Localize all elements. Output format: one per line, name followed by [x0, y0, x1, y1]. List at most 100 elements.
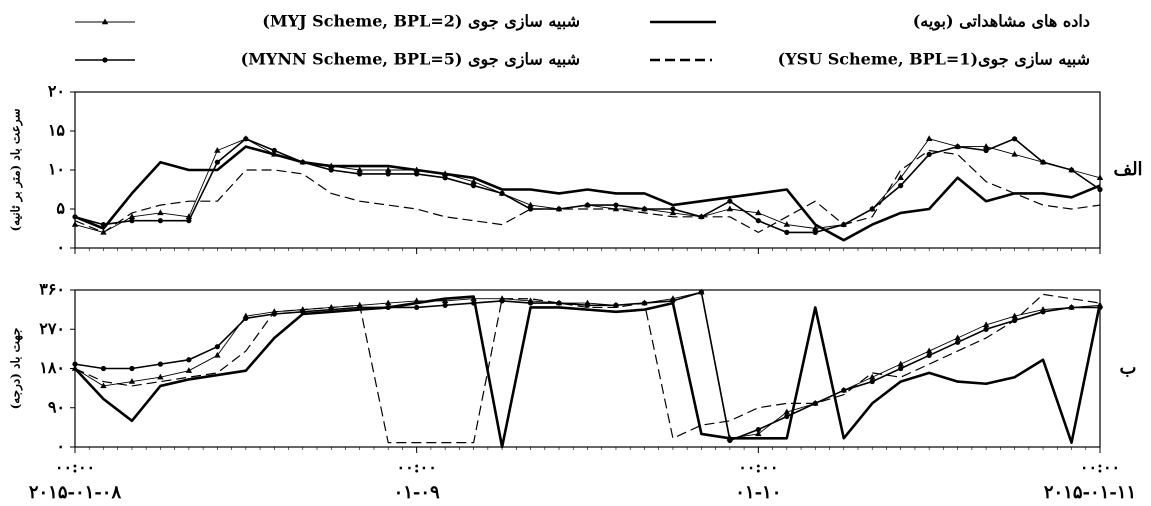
marker	[71, 221, 79, 227]
marker	[72, 214, 78, 220]
marker	[698, 214, 704, 220]
marker	[271, 147, 277, 154]
marker	[670, 206, 676, 212]
marker	[1011, 312, 1018, 319]
marker	[243, 315, 249, 321]
marker	[613, 202, 619, 208]
marker	[214, 159, 220, 165]
marker	[471, 300, 477, 306]
marker	[982, 143, 990, 149]
y-tick-label: ۰	[56, 437, 65, 456]
marker	[100, 365, 107, 372]
marker	[755, 430, 762, 437]
marker	[841, 222, 847, 228]
marker	[983, 326, 989, 332]
marker	[783, 408, 791, 415]
marker	[527, 206, 534, 212]
marker	[441, 297, 449, 304]
y-axis-label: جهت باد (درجه)	[9, 328, 24, 410]
y-tick-label: ۱۵	[48, 121, 66, 140]
marker	[784, 229, 790, 235]
marker	[556, 300, 562, 306]
marker	[385, 171, 391, 177]
marker	[271, 311, 277, 317]
y-tick-label: ۹۰	[48, 397, 65, 416]
marker	[300, 159, 306, 165]
marker	[982, 321, 990, 328]
marker	[641, 300, 648, 306]
marker	[100, 382, 107, 389]
marker	[128, 378, 136, 384]
marker	[812, 225, 819, 231]
marker	[214, 351, 221, 358]
legend-marker	[102, 57, 108, 63]
marker	[1096, 174, 1104, 180]
y-tick-label: ۲۷۰	[39, 319, 65, 338]
marker	[471, 183, 477, 189]
series-line	[74, 145, 1101, 242]
marker	[129, 218, 135, 224]
marker	[755, 426, 761, 433]
marker	[157, 209, 164, 216]
y-tick-label: ۰	[56, 238, 65, 257]
marker	[983, 147, 989, 154]
marker	[128, 213, 136, 219]
series-line	[74, 291, 1101, 439]
plot-frame	[74, 91, 1101, 249]
legend-marker	[101, 18, 109, 25]
marker	[1011, 317, 1018, 324]
y-tick-label: ۵	[56, 199, 65, 218]
marker	[641, 206, 648, 212]
marker	[1040, 159, 1046, 165]
marker	[926, 151, 932, 157]
marker	[670, 298, 676, 304]
marker	[100, 222, 107, 228]
legend-label: شبیه سازی جوی (MYNN Scheme, BPL=5)	[241, 50, 580, 70]
marker	[1068, 167, 1075, 173]
marker	[100, 228, 107, 235]
y-tick-label: ۱۸۰	[39, 358, 65, 377]
y-axis-label: سرعت باد (متر بر ثانیه)	[9, 108, 24, 231]
marker	[898, 183, 904, 189]
y-tick-label: ۲۰	[48, 82, 65, 101]
marker	[925, 347, 933, 354]
marker	[328, 167, 334, 173]
marker	[1097, 304, 1103, 311]
series-line	[74, 293, 1101, 444]
x-tick-date: ۰۱-۱۰	[735, 482, 781, 503]
marker	[869, 206, 875, 212]
marker	[783, 221, 791, 227]
marker	[413, 297, 420, 304]
marker	[470, 178, 477, 184]
marker	[1040, 309, 1046, 315]
x-tick-label: ۰۰:۰۰	[1080, 458, 1120, 477]
marker	[897, 174, 904, 180]
legend-label: داده های مشاهداتی (بویه)	[913, 12, 1090, 32]
marker	[1068, 304, 1075, 311]
marker	[527, 300, 534, 306]
legend-label: شبیه سازی جوی (MYJ Scheme, BPL=2)	[262, 12, 580, 32]
marker	[1097, 186, 1103, 193]
marker	[470, 295, 477, 301]
series-line	[74, 149, 1101, 233]
marker	[812, 400, 818, 406]
marker	[442, 175, 448, 181]
marker	[869, 373, 876, 380]
marker	[727, 198, 733, 204]
x-tick-date: ۰۱-۰۹	[394, 482, 440, 503]
marker	[897, 360, 904, 367]
marker	[357, 304, 363, 311]
marker	[499, 298, 505, 304]
marker	[271, 150, 278, 157]
marker	[157, 218, 164, 224]
marker	[584, 302, 591, 308]
marker	[157, 373, 164, 380]
marker	[185, 367, 193, 373]
x-tick-label: ۰۰:۰۰	[738, 458, 778, 477]
marker	[727, 437, 733, 444]
marker	[499, 190, 505, 196]
marker	[157, 361, 164, 367]
marker	[556, 206, 562, 212]
marker	[413, 166, 420, 173]
marker	[328, 307, 334, 313]
